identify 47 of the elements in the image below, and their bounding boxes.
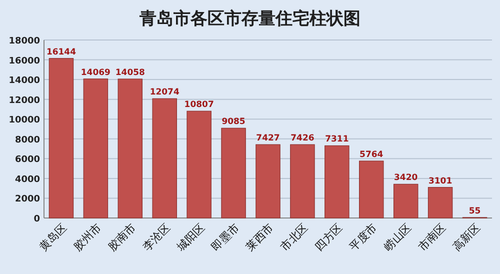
data-label: 7426	[290, 134, 314, 144]
data-label: 12074	[150, 88, 180, 98]
x-tick-label: 胶州市	[71, 220, 104, 254]
y-tick-label: 18000	[8, 36, 40, 46]
data-label: 5764	[360, 150, 384, 160]
data-label: 7311	[325, 134, 349, 145]
bar	[428, 187, 453, 218]
y-tick-label: 12000	[8, 96, 40, 106]
bar	[393, 184, 418, 218]
y-tick-label: 2000	[14, 194, 40, 205]
y-tick-label: 10000	[8, 116, 40, 126]
x-tick-label: 李沧区	[140, 220, 173, 254]
y-tick-label: 16000	[8, 56, 40, 66]
bar	[83, 78, 108, 218]
data-label: 3101	[428, 176, 452, 186]
chart-title: 青岛市各区市存量住宅柱状图	[138, 9, 360, 29]
x-tick-label: 四方区	[312, 220, 346, 254]
x-tick-label: 城阳区	[174, 220, 208, 254]
bar	[256, 144, 280, 218]
bar	[221, 128, 246, 218]
data-label: 16144	[46, 47, 76, 58]
data-label: 9085	[222, 117, 246, 128]
bar	[186, 110, 212, 218]
data-label: 14058	[115, 68, 146, 78]
y-tick-label: 14000	[8, 76, 40, 86]
x-tick-label: 胶南市	[106, 220, 138, 254]
x-tick-label: 市南区	[416, 220, 448, 254]
data-label: 55	[468, 206, 481, 216]
x-tick-label: 莱西市	[244, 220, 276, 254]
data-label: 7427	[256, 134, 280, 144]
bar	[48, 58, 74, 218]
x-tick-label: 高新区	[450, 220, 483, 254]
bar	[324, 145, 350, 218]
bar	[290, 144, 315, 218]
bar	[118, 78, 143, 218]
x-tick-label: 平度市	[346, 220, 380, 254]
y-tick-label: 4000	[14, 174, 40, 185]
bar	[152, 98, 177, 218]
x-tick-label: 崂山区	[381, 220, 414, 254]
x-tick-label: 即墨市	[209, 220, 242, 254]
data-label: 14069	[80, 68, 111, 78]
y-tick-label: 6000	[14, 155, 40, 166]
data-label: 10807	[184, 100, 214, 110]
data-label: 3420	[394, 173, 418, 184]
x-tick-label: 市北区	[278, 220, 311, 254]
bar	[359, 160, 384, 218]
y-tick-label: 8000	[14, 135, 40, 146]
